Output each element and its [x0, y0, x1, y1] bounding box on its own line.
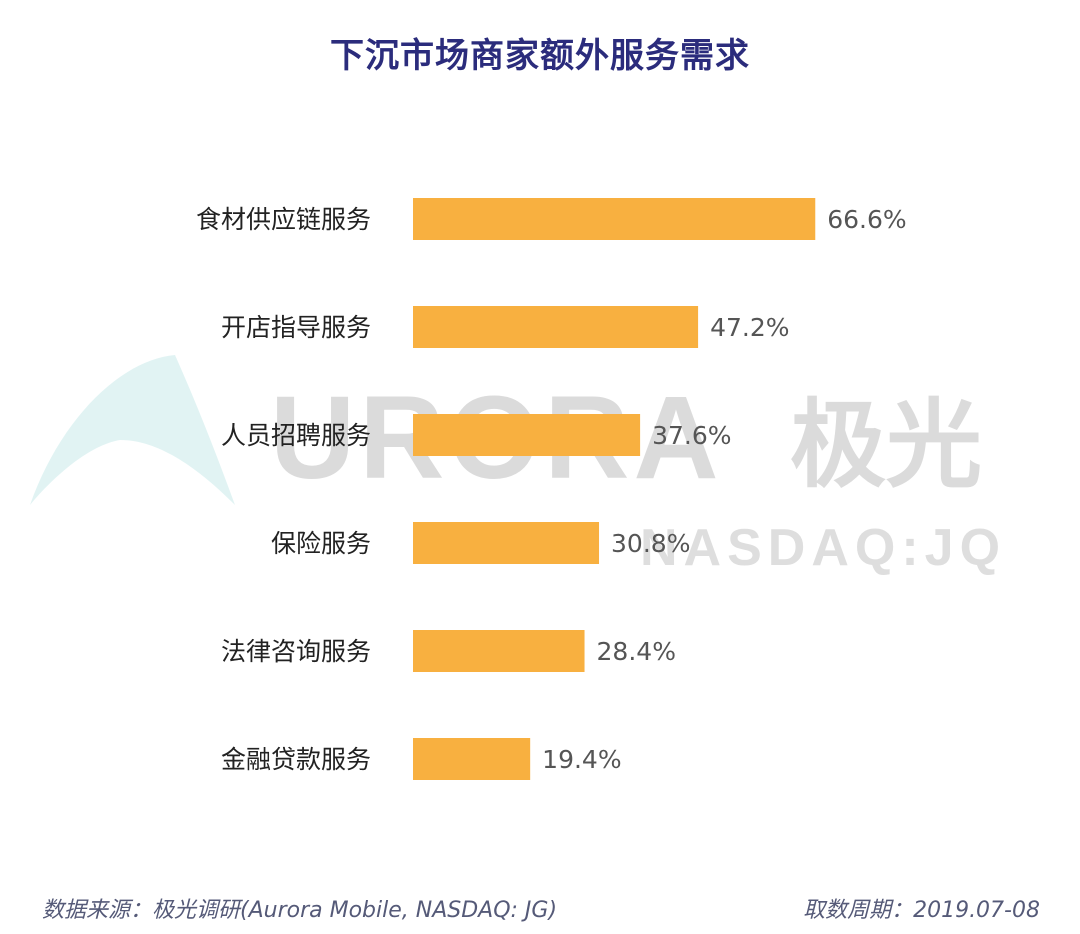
chart-title: 下沉市场商家额外服务需求	[330, 36, 750, 76]
value-label: 28.4%	[597, 637, 676, 666]
category-label: 开店指导服务	[221, 313, 371, 342]
watermark-ticker: NASDAQ:JQ	[640, 519, 1006, 577]
data-source: 数据来源：极光调研(Aurora Mobile, NASDAQ: JG)	[42, 898, 558, 923]
bar	[413, 306, 699, 348]
category-label: 人员招聘服务	[221, 421, 371, 450]
bar	[413, 414, 641, 456]
category-label: 金融贷款服务	[221, 745, 371, 774]
aurora-logo-icon	[30, 355, 235, 505]
category-label: 保险服务	[271, 529, 371, 558]
category-label: 食材供应链服务	[196, 205, 371, 234]
category-label: 法律咨询服务	[221, 637, 371, 666]
value-label: 19.4%	[542, 745, 621, 774]
watermark-brand-cn: 极光	[790, 389, 982, 501]
value-label: 66.6%	[827, 205, 906, 234]
bar	[413, 522, 600, 564]
bar	[413, 198, 816, 240]
bar	[413, 630, 585, 672]
value-label: 47.2%	[710, 313, 789, 342]
bar	[413, 738, 531, 780]
value-label: 30.8%	[611, 529, 690, 558]
value-label: 37.6%	[652, 421, 731, 450]
data-period: 取数周期：2019.07-08	[803, 898, 1040, 923]
